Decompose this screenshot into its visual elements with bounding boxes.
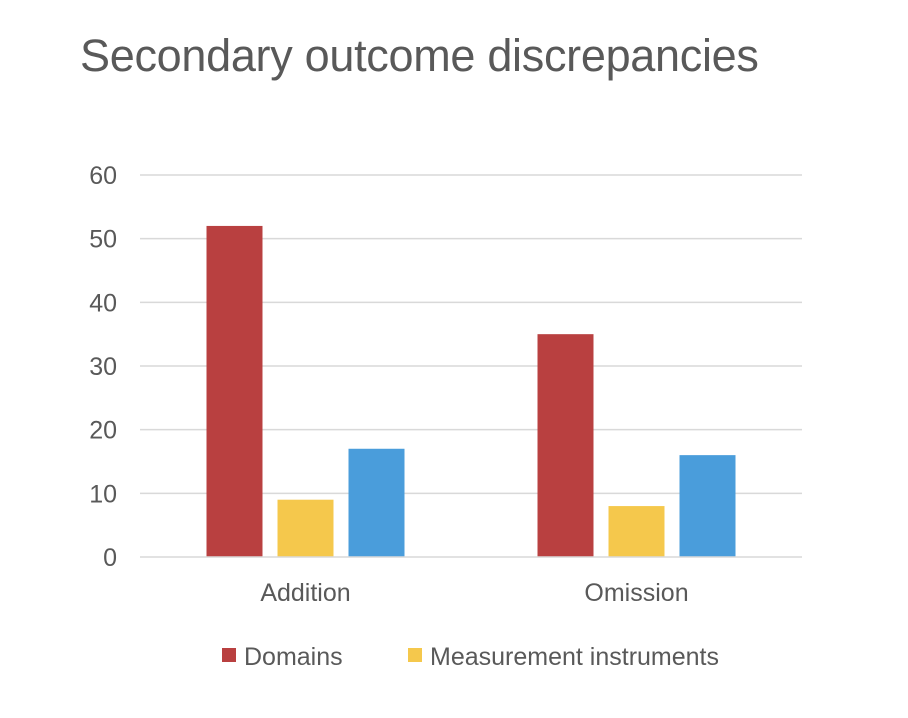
y-axis-ticks: 0 10 20 30 40 50 60	[89, 162, 117, 572]
y-tick-label: 20	[89, 417, 117, 445]
x-tick-label: Omission	[584, 579, 688, 607]
bar-omission-series-1	[537, 334, 594, 557]
y-tick-label: 60	[89, 162, 117, 190]
bar-addition-series-3	[348, 448, 405, 557]
legend-label: Measurement instruments	[430, 643, 719, 671]
bar-omission-series-3	[679, 455, 736, 557]
x-axis-ticks: Addition Omission	[260, 579, 688, 607]
legend-swatch	[408, 648, 422, 662]
bar-addition-series-2	[277, 499, 334, 557]
chart-title: Secondary outcome discrepancies	[80, 30, 759, 81]
x-tick-label: Addition	[260, 579, 350, 607]
bars	[206, 225, 736, 557]
y-tick-label: 0	[103, 544, 117, 572]
y-tick-label: 40	[89, 289, 117, 317]
y-tick-label: 30	[89, 353, 117, 381]
legend-swatch	[222, 648, 236, 662]
legend: Domains Measurement instruments	[222, 643, 719, 671]
bar-addition-series-1	[206, 225, 263, 557]
legend-label: Domains	[244, 643, 343, 671]
y-tick-label: 10	[89, 480, 117, 508]
bar-omission-series-2	[608, 506, 665, 557]
y-tick-label: 50	[89, 226, 117, 254]
